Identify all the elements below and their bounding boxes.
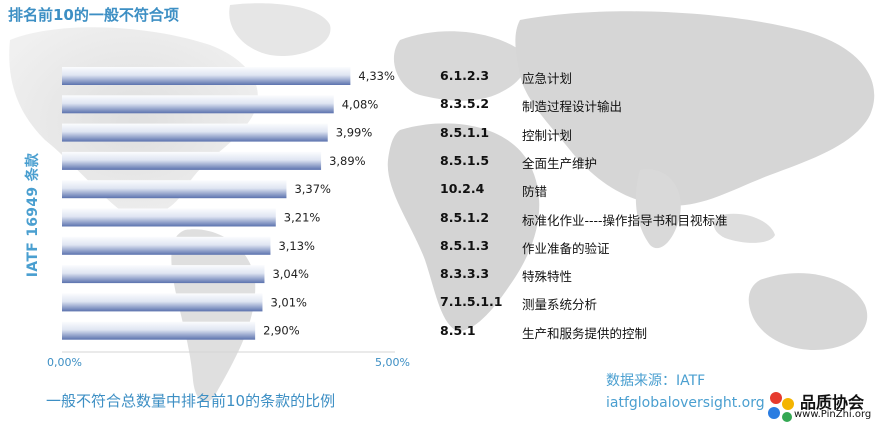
clause-code-7: 8.3.3.3 xyxy=(440,266,490,282)
value-label-8.3.5.2: 4,08% xyxy=(342,97,379,111)
value-label-8.5.1.2: 3,21% xyxy=(284,211,321,225)
logo-url: www.PinZhi.org xyxy=(794,409,872,420)
value-label-10.2.4: 3,37% xyxy=(294,182,331,196)
bar-8.5.1.3 xyxy=(62,236,271,255)
clause-code-5: 8.5.1.2 xyxy=(440,209,490,225)
bar-8.5.1 xyxy=(62,321,256,340)
clause-name-2: 控制计划 xyxy=(522,127,573,143)
clause-code-8: 7.1.5.1.1 xyxy=(440,294,503,310)
value-label-8.3.3.3: 3,04% xyxy=(272,267,309,281)
value-label-8.5.1.5: 3,89% xyxy=(329,154,366,168)
clause-name-3: 全面生产维护 xyxy=(522,155,598,171)
clause-code-6: 8.5.1.3 xyxy=(440,237,490,253)
chart-caption: 一般不符合总数量中排名前10的条款的比例 xyxy=(46,392,336,410)
clause-name-9: 生产和服务提供的控制 xyxy=(522,325,648,341)
bar-8.5.1.2 xyxy=(62,208,276,227)
data-source-url: iatfglobaloversight.org xyxy=(606,395,765,411)
clause-code-3: 8.5.1.5 xyxy=(440,152,490,168)
bar-10.2.4 xyxy=(62,180,287,199)
bar-8.5.1.1 xyxy=(62,123,328,142)
logo-name: 品质协会 xyxy=(800,393,865,412)
clause-name-1: 制造过程设计输出 xyxy=(522,99,623,115)
x-tick-label-0: 0,00% xyxy=(47,356,82,369)
clause-code-4: 10.2.4 xyxy=(440,181,485,197)
clause-name-5: 标准化作业----操作指导书和目视标准 xyxy=(522,212,728,228)
bar-8.3.3.3 xyxy=(62,265,265,284)
pinzhi-logo-mark xyxy=(768,392,794,422)
clause-name-7: 特殊特性 xyxy=(522,269,573,285)
bar-group: 4,33% 4,08% 3,99% 3,89% 3,37% 3,21% 3,13% 3,04%… xyxy=(62,67,395,340)
x-tick-label-1: 5,00% xyxy=(375,356,410,369)
pinzhi-logo: 品质协会 www.PinZhi.org xyxy=(760,386,888,428)
value-label-8.5.1.1: 3,99% xyxy=(336,126,373,140)
value-label-8.5.1.3: 3,13% xyxy=(278,239,315,253)
bar-8.5.1.5 xyxy=(62,151,322,170)
clause-code-0: 6.1.2.3 xyxy=(440,68,490,83)
value-label-8.5.1: 2,90% xyxy=(263,324,300,338)
chart-title: 排名前10的一般不符合项 xyxy=(8,6,179,24)
value-label-7.1.5.1.1: 3,01% xyxy=(270,295,307,309)
clause-name-8: 测量系统分析 xyxy=(522,297,598,313)
bar-8.3.5.2 xyxy=(62,95,334,114)
data-source-label: 数据来源：IATF xyxy=(606,373,706,389)
bar-7.1.5.1.1 xyxy=(62,293,263,312)
value-label-6.1.2.3: 4,33% xyxy=(358,69,395,83)
bar-6.1.2.3 xyxy=(62,67,351,85)
clause-name-4: 防错 xyxy=(522,184,548,200)
clause-code-1: 8.3.5.2 xyxy=(440,96,490,112)
clause-name-0: 应急计划 xyxy=(522,71,573,86)
clause-name-6: 作业准备的验证 xyxy=(522,240,610,256)
clause-code-2: 8.5.1.1 xyxy=(440,124,490,140)
clause-code-9: 8.5.1 xyxy=(440,322,476,338)
